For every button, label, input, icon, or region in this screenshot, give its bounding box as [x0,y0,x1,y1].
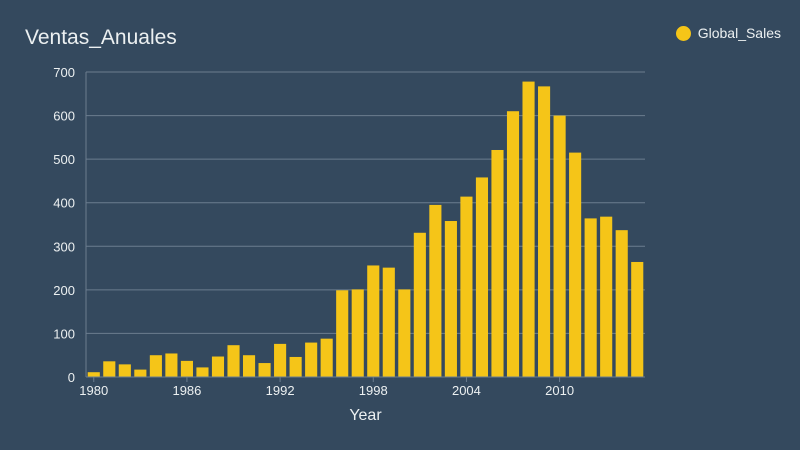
x-tick-label: 2004 [452,383,481,398]
bar [460,196,473,377]
bar [118,364,131,377]
bar [429,204,442,377]
x-axis-title: Year [349,407,382,424]
bar [351,289,364,377]
x-tick-label: 1992 [266,383,295,398]
bar [149,355,162,377]
bar [600,216,613,377]
y-tick-label: 0 [68,370,75,385]
bar [491,149,504,377]
bar [584,218,597,377]
y-tick-label: 300 [53,239,75,254]
bar [165,353,178,377]
chart-title: Ventas_Anuales [25,26,177,49]
bar [631,261,644,377]
bar [336,290,349,377]
bar [444,221,457,377]
bar [258,363,271,377]
x-tick-label: 1986 [172,383,201,398]
bar [211,356,225,377]
y-tick-label: 500 [53,152,75,167]
bar [180,360,193,377]
bar [227,345,240,377]
bar [196,367,209,377]
y-tick-label: 100 [53,326,75,341]
bar [569,152,582,377]
bar [553,115,566,378]
bar [615,230,628,377]
legend-swatch [675,25,691,41]
bar [367,265,380,377]
bar [413,232,426,377]
legend[interactable]: Global_Sales [675,25,781,41]
bar [398,289,411,377]
bar [320,338,333,377]
bar [522,81,535,377]
bar [274,343,287,377]
x-tick-label: 2010 [545,383,574,398]
y-tick-label: 600 [53,109,75,124]
bar [103,361,116,377]
x-tick-label: 1998 [359,383,388,398]
bar [289,356,302,377]
legend-label: Global_Sales [697,25,781,41]
y-tick-label: 400 [53,196,75,211]
x-tick-label: 1980 [79,383,108,398]
bar [475,177,489,377]
y-tick-label: 200 [53,283,75,298]
bar [382,267,395,377]
bar [305,342,318,377]
bar [506,111,520,377]
bar [538,86,551,377]
y-tick-label: 700 [53,65,75,80]
bar [242,355,256,377]
bar [87,372,100,377]
bar [134,369,147,377]
